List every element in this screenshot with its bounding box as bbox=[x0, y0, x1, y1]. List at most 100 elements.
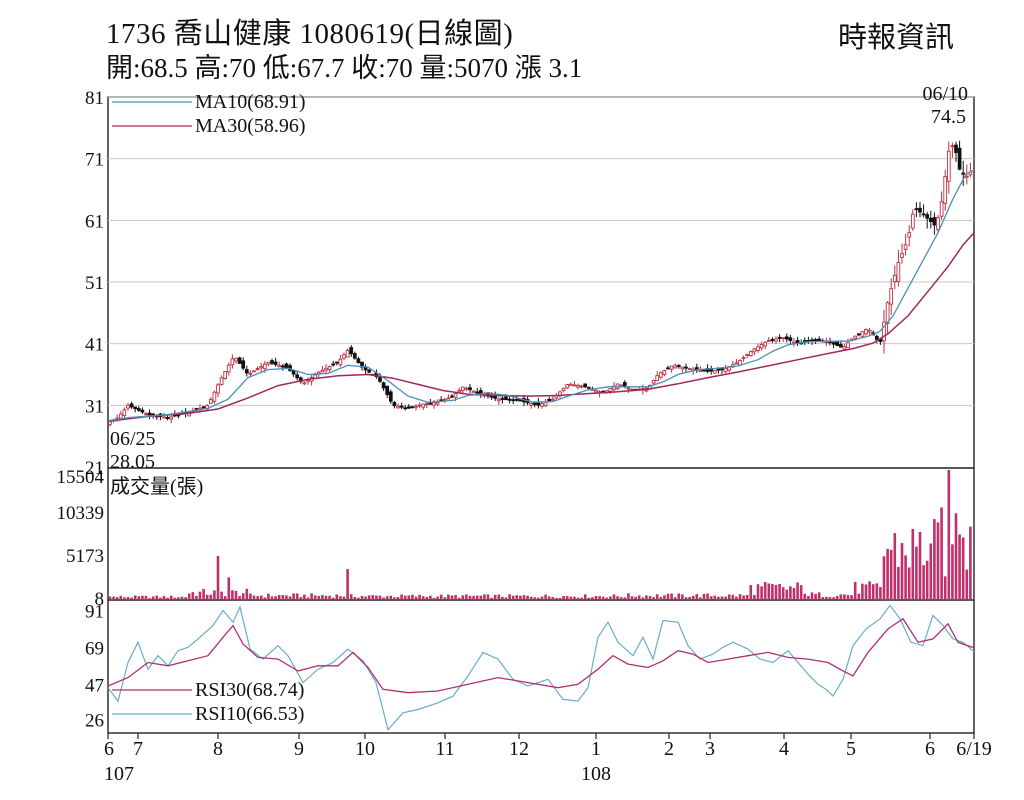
volume-bar bbox=[187, 593, 191, 599]
volume-bar bbox=[569, 596, 573, 599]
price-axis-tick: 41 bbox=[85, 335, 104, 356]
volume-bar bbox=[119, 595, 123, 599]
x-axis-year: 107 bbox=[104, 763, 134, 785]
candle-body bbox=[471, 390, 476, 393]
volume-bar bbox=[796, 582, 799, 599]
volume-bar bbox=[565, 596, 569, 599]
volume-bar bbox=[486, 594, 490, 599]
candle-body bbox=[529, 403, 534, 406]
legend-ma10: MA10(68.91) bbox=[195, 91, 306, 113]
candle-body bbox=[655, 375, 660, 382]
volume-bar bbox=[439, 594, 443, 599]
candle-body bbox=[900, 253, 904, 258]
candle-body bbox=[424, 403, 429, 406]
volume-bar bbox=[612, 594, 616, 599]
rsi30-line bbox=[107, 617, 975, 694]
volume-bar bbox=[353, 596, 357, 599]
volume-bar bbox=[641, 597, 645, 599]
candle-body bbox=[338, 358, 343, 366]
candle-body bbox=[748, 351, 753, 357]
volume-bar bbox=[821, 597, 825, 599]
volume-bar bbox=[832, 597, 835, 599]
volume-bar bbox=[137, 596, 141, 599]
volume-bar bbox=[785, 589, 789, 599]
candle-body bbox=[885, 302, 890, 324]
volume-bar bbox=[666, 593, 670, 599]
low-value-annotation: 28.05 bbox=[110, 451, 155, 473]
volume-bar bbox=[893, 533, 897, 599]
candle-body bbox=[698, 369, 703, 372]
candle-body bbox=[140, 409, 145, 413]
volume-bar bbox=[497, 594, 501, 599]
volume-bar bbox=[619, 597, 623, 599]
volume-bar bbox=[861, 583, 864, 599]
volume-bar bbox=[814, 593, 817, 599]
volume-bar bbox=[245, 588, 249, 599]
candle-body bbox=[223, 371, 228, 380]
volume-bar bbox=[303, 594, 306, 599]
volume-bar bbox=[519, 595, 522, 599]
volume-bar bbox=[108, 596, 112, 599]
volume-axis-tick: 8 bbox=[95, 589, 105, 610]
volume-bar bbox=[385, 596, 389, 599]
candle-body bbox=[403, 407, 408, 410]
volume-bar bbox=[310, 593, 313, 599]
volume-bar bbox=[537, 597, 540, 599]
volume-bar bbox=[155, 595, 159, 599]
volume-bar bbox=[857, 593, 861, 599]
volume-bar bbox=[547, 596, 551, 599]
volume-bar bbox=[645, 595, 648, 599]
candle-body bbox=[766, 339, 771, 342]
candle-body bbox=[781, 337, 786, 340]
volume-bar bbox=[371, 595, 375, 599]
price-axis-tick: 61 bbox=[85, 211, 104, 232]
candle-body bbox=[702, 369, 706, 372]
volume-bar bbox=[587, 597, 591, 599]
candle-body bbox=[626, 387, 631, 390]
candle-body bbox=[579, 385, 584, 388]
x-axis-label: 9 bbox=[294, 738, 304, 760]
volume-bar bbox=[900, 543, 904, 599]
candle-body bbox=[540, 403, 544, 407]
x-axis-label: 4 bbox=[779, 738, 789, 760]
candle-body bbox=[770, 339, 775, 341]
candle-body bbox=[136, 408, 141, 411]
candle-body bbox=[324, 367, 328, 371]
legend-rsi30: RSI30(68.74) bbox=[195, 679, 304, 701]
volume-bar bbox=[709, 596, 713, 599]
volume-bar bbox=[843, 594, 846, 599]
volume-bar bbox=[576, 597, 580, 599]
candle-body bbox=[248, 372, 253, 375]
volume-bar bbox=[148, 598, 151, 599]
candle-body bbox=[561, 387, 566, 391]
volume-bar bbox=[468, 595, 472, 599]
volume-bar bbox=[756, 584, 760, 599]
candle-body bbox=[518, 399, 523, 402]
candle-body bbox=[961, 172, 966, 175]
volume-bar bbox=[133, 595, 137, 599]
volume-bar bbox=[555, 597, 558, 599]
candle-body bbox=[342, 354, 346, 359]
ohlc-summary: 開:68.5 高:70 低:67.7 收:70 量:5070 漲 3.1 bbox=[106, 53, 583, 83]
volume-bar bbox=[198, 591, 202, 599]
volume-bar bbox=[202, 589, 205, 599]
volume-bar bbox=[511, 595, 515, 599]
volume-bar bbox=[738, 594, 742, 599]
volume-bar bbox=[407, 595, 411, 599]
volume-bar bbox=[929, 543, 933, 599]
candle-body bbox=[543, 401, 548, 407]
volume-bar bbox=[922, 565, 925, 599]
volume-bar bbox=[702, 593, 706, 599]
ma30-line bbox=[107, 232, 975, 423]
volume-bar bbox=[961, 537, 965, 599]
volume-bar bbox=[695, 594, 699, 599]
volume-bar bbox=[648, 596, 652, 599]
volume-bar bbox=[220, 591, 223, 599]
candle-body bbox=[385, 385, 390, 396]
volume-bar bbox=[299, 597, 303, 599]
candle-body bbox=[860, 331, 865, 337]
volume-bar bbox=[925, 560, 929, 599]
candle-body bbox=[662, 370, 667, 376]
candle-body bbox=[864, 329, 868, 335]
